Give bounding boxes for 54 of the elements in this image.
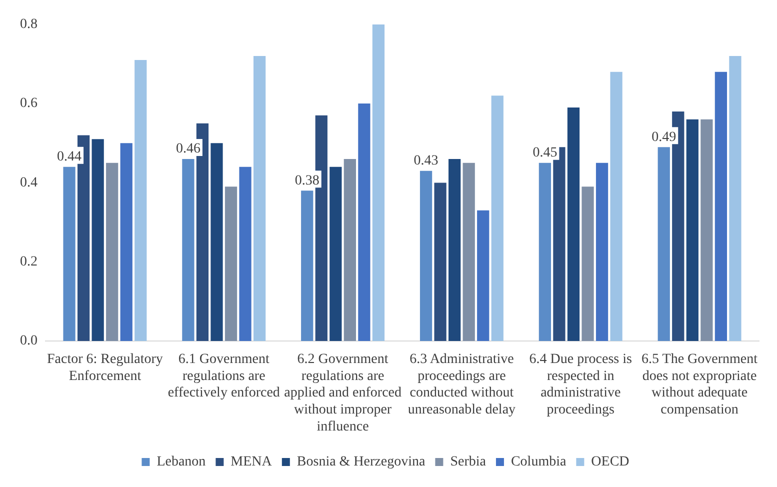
bar	[434, 182, 446, 341]
legend-label: Columbia	[510, 454, 567, 470]
x-tick-label: Factor 6: Regulatory Enforcement	[47, 352, 163, 384]
data-label: 0.45	[532, 146, 558, 161]
data-label: 0.38	[294, 173, 320, 188]
bar	[714, 72, 728, 341]
legend-label: Serbia	[450, 454, 487, 470]
bar	[210, 143, 223, 341]
bar	[567, 108, 580, 341]
y-tick-label: 0.4	[20, 175, 38, 190]
data-label: 0.44	[57, 150, 82, 165]
legend-label: MENA	[230, 454, 273, 470]
bar	[596, 162, 608, 341]
bar	[372, 24, 385, 341]
bar	[301, 190, 314, 341]
bar	[253, 56, 266, 341]
data-label: 0.46	[176, 142, 200, 157]
x-tick-label: 6.5 The Government does not expropriate without adequate compensation	[642, 352, 758, 418]
bar	[344, 158, 356, 341]
bar	[686, 119, 698, 341]
data-label: 0.43	[414, 154, 438, 168]
legend-label: OECD	[591, 454, 630, 470]
bar	[63, 166, 76, 341]
bar	[330, 166, 342, 341]
y-tick-label: 0.0	[20, 334, 38, 349]
legend-label: Bosnia & Herzegovina	[296, 454, 426, 470]
bar	[462, 162, 475, 341]
data-label: 0.49	[652, 130, 676, 145]
bar	[239, 166, 252, 341]
bar	[120, 143, 132, 341]
bar	[610, 72, 622, 341]
legend-label: Lebanon	[156, 454, 206, 470]
x-tick-label: 6.4 Due process is respected in administrative proceedings	[529, 352, 632, 418]
bar	[106, 162, 118, 341]
bar	[358, 104, 370, 341]
bar	[582, 186, 594, 341]
x-tick-label: 6.3 Administrative proceedings are conducted without unreasonable delay	[408, 352, 516, 418]
bar	[224, 186, 238, 341]
x-tick-label: 6.2 Government regulations are applied and enforced without improper influence	[284, 352, 402, 434]
x-tick-label: 6.1 Government regulations are effectively enforced	[168, 352, 280, 401]
y-tick-label: 0.8	[20, 17, 38, 32]
bar	[538, 162, 552, 341]
bar	[729, 56, 742, 341]
bar	[658, 147, 670, 341]
bar	[491, 96, 504, 341]
bar	[92, 139, 104, 341]
bar	[448, 158, 461, 341]
y-tick-label: 0.6	[20, 96, 38, 112]
bar	[477, 210, 490, 341]
bar	[134, 60, 147, 341]
y-tick-label: 0.2	[20, 254, 38, 270]
bar	[420, 170, 432, 341]
bar	[700, 119, 713, 341]
bar	[182, 158, 194, 341]
